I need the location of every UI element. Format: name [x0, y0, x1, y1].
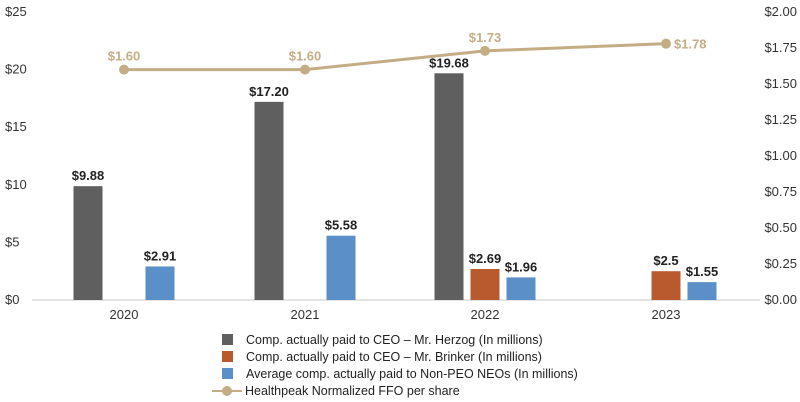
legend-label-brinker: Comp. actually paid to CEO – Mr. Brinker…	[246, 349, 542, 364]
y-right-tick-label: $0.75	[764, 184, 797, 199]
legend-item-herzog: Comp. actually paid to CEO – Mr. Herzog …	[222, 331, 578, 348]
bar	[506, 277, 536, 300]
x-tick-label: 2021	[291, 307, 320, 322]
legend-label-ffo: Healthpeak Normalized FFO per share	[245, 383, 460, 398]
y-right-tick-label: $0.25	[764, 256, 797, 271]
y-left-tick-label: $15	[5, 119, 27, 134]
y-right-tick-label: $1.25	[764, 112, 797, 127]
bar	[254, 101, 284, 300]
y-right-tick-label: $1.75	[764, 40, 797, 55]
x-tick-label: 2020	[110, 307, 139, 322]
ffo-data-label: $1.78	[674, 37, 707, 52]
bar	[73, 186, 103, 300]
x-tick-label: 2023	[652, 307, 681, 322]
legend-item-neos: Average comp. actually paid to Non-PEO N…	[222, 365, 578, 382]
bar-data-label: $5.58	[325, 218, 358, 233]
x-axis: 2020 2021 2022 2023	[110, 307, 681, 322]
legend-swatch-ffo	[212, 385, 242, 396]
ffo-point	[119, 64, 129, 75]
ffo-data-label: $1.60	[108, 49, 141, 64]
ffo-point	[661, 38, 671, 49]
ffo-point	[300, 64, 310, 75]
legend-swatch-herzog	[222, 334, 233, 345]
y-right-tick-label: $2.00	[764, 4, 797, 19]
legend-label-herzog: Comp. actually paid to CEO – Mr. Herzog …	[246, 332, 543, 347]
ffo-point	[480, 45, 490, 56]
bar-data-label: $2.69	[469, 251, 502, 266]
bar	[145, 266, 175, 300]
y-left-tick-label: $25	[5, 4, 27, 19]
ffo-data-label: $1.73	[469, 30, 502, 45]
bar	[470, 269, 500, 300]
bar-labels: $9.88 $17.20 $19.68 $2.69 $2.5 $2.91 $5.58 $1.9…	[72, 55, 719, 279]
bar-data-label: $1.96	[505, 259, 538, 274]
y-right-tick-label: $1.00	[764, 148, 797, 163]
legend-item-brinker: Comp. actually paid to CEO – Mr. Brinker…	[222, 348, 578, 365]
y-right-axis: $0.00 $0.25 $0.50 $0.75 $1.00 $1.25 $1.50 $1.75…	[764, 4, 797, 307]
bar-data-label: $17.20	[249, 84, 289, 99]
y-left-axis: $0 $5 $10 $15 $20 $25	[5, 4, 27, 307]
bar	[687, 282, 717, 300]
legend-swatch-brinker	[222, 351, 233, 362]
ffo-data-label: $1.60	[289, 49, 322, 64]
legend-item-ffo: Healthpeak Normalized FFO per share	[212, 382, 578, 399]
y-right-tick-label: $0.00	[764, 292, 797, 307]
legend-label-neos: Average comp. actually paid to Non-PEO N…	[246, 366, 578, 381]
bar	[326, 235, 356, 300]
bar-data-label: $2.5	[653, 253, 678, 268]
bar-data-label: $19.68	[429, 55, 469, 70]
ffo-line	[124, 42, 667, 72]
y-left-tick-label: $0	[5, 292, 19, 307]
bar	[434, 73, 464, 300]
legend-swatch-neos	[222, 368, 233, 379]
y-right-tick-label: $1.50	[764, 76, 797, 91]
x-tick-label: 2022	[471, 307, 500, 322]
y-right-tick-label: $0.50	[764, 220, 797, 235]
y-left-tick-label: $5	[5, 234, 19, 249]
bar	[651, 271, 681, 300]
bar-data-label: $1.55	[686, 264, 719, 279]
bars	[73, 73, 717, 300]
y-left-tick-label: $10	[5, 177, 27, 192]
ffo-line-series: $1.60 $1.60 $1.73 $1.78	[108, 30, 707, 75]
bar-data-label: $9.88	[72, 168, 105, 183]
bar-data-label: $2.91	[144, 248, 177, 263]
legend: Comp. actually paid to CEO – Mr. Herzog …	[212, 331, 578, 399]
y-left-tick-label: $20	[5, 62, 27, 77]
